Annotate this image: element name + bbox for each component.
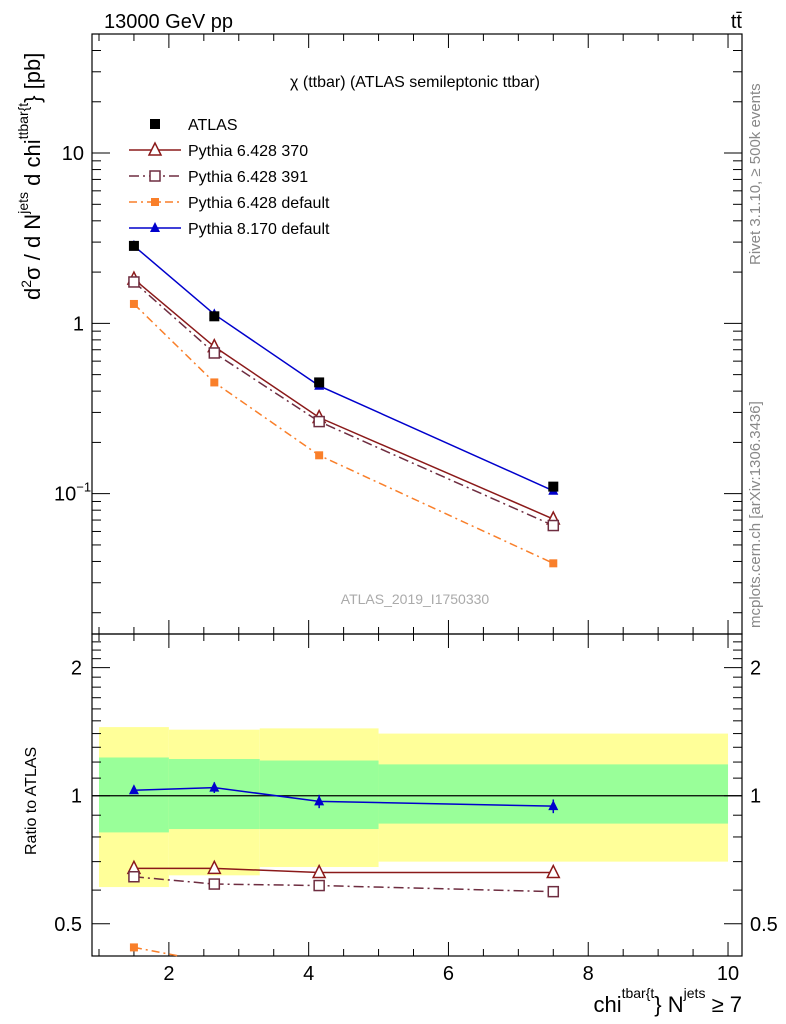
ratio-band-inner: [168, 758, 260, 830]
x-tick-label: 2: [163, 963, 174, 985]
plot-title: χ (ttbar) (ATLAS semileptonic ttbar): [290, 74, 540, 91]
legend: ATLAS Pythia 6.428 370 Pythia 6.428 391 Pyt…: [129, 117, 330, 238]
y-tick-label: 0.5: [54, 914, 82, 936]
y-tick-label: 10: [62, 143, 84, 165]
ratio-point-p8_default: [209, 781, 220, 792]
point-atlas: [128, 240, 139, 251]
legend-label: Pythia 8.170 default: [188, 221, 330, 238]
legend-marker-p6_391: [149, 170, 161, 182]
x-tick-label: 6: [443, 963, 454, 985]
ratio-line-p6_default: [133, 946, 180, 957]
ratio-band-inner: [378, 764, 729, 824]
y-axis-label-top: d2σ / d Njets d chittbar{t} [pb]: [15, 53, 45, 300]
y-tick-label: 2: [71, 658, 82, 680]
point-p6_391: [313, 415, 325, 428]
point-atlas: [548, 481, 559, 492]
series-line-p8_default: [133, 245, 554, 492]
y-tick-label: 1: [73, 313, 84, 335]
y-tick-label: 10−1: [54, 480, 91, 506]
x-tick-label: 8: [583, 963, 594, 985]
header-process: 13000 GeV pp: [104, 11, 233, 33]
ratio-point-p6_default: [129, 943, 138, 952]
y-tick-label: 0.5: [750, 914, 778, 936]
rivet-label: Rivet 3.1.10, ≥ 500k events: [747, 83, 764, 265]
point-p6_391: [208, 347, 221, 359]
point-p6_default: [315, 451, 324, 460]
ratio-panel-frame: [91, 633, 743, 957]
y-axis-label-ratio: Ratio to ATLAS: [23, 747, 40, 855]
point-p6_default: [210, 378, 219, 387]
y-tick-label: 1: [750, 786, 761, 808]
header-channel: tt̄: [731, 11, 743, 33]
y-tick-label: 2: [750, 658, 761, 680]
ratio-point-p6_370: [546, 863, 561, 879]
ratio-band-inner: [259, 760, 379, 830]
x-axis-label: chitbar{t} Njets ≥ 7: [593, 985, 742, 1017]
x-tick-label: 4: [303, 963, 314, 985]
legend-label: Pythia 6.428 default: [188, 195, 330, 212]
ratio-line-p6_370: [133, 867, 554, 874]
ratio-point-p8_default: [548, 800, 559, 811]
ratio-line-p8_default: [133, 786, 554, 807]
ratio-point-p8_default: [314, 795, 325, 806]
ratio-point-p6_370: [311, 863, 327, 879]
ratio-panel: 2 4 6 8 10 0.5 0.5 1 1 2 2: [54, 633, 778, 985]
legend-marker-p6_370: [147, 141, 163, 156]
ratio-band-inner: [98, 757, 169, 833]
point-atlas: [314, 377, 325, 388]
point-p6_391: [547, 519, 560, 532]
ratio-line-p6_391: [133, 875, 554, 893]
legend-marker-atlas: [150, 119, 160, 129]
ratio-point-p6_391: [128, 870, 140, 883]
ratio-point-p6_370: [207, 859, 222, 875]
point-p6_default: [129, 299, 138, 308]
legend-label: Pythia 6.428 370: [188, 143, 308, 160]
legend-marker-p6_default: [151, 198, 159, 206]
point-atlas: [209, 311, 220, 322]
ratio-point-p6_391: [313, 879, 325, 892]
point-p6_default: [549, 559, 558, 568]
series-line-p6_391: [133, 281, 554, 527]
ratio-point-p6_391: [547, 885, 560, 898]
ratio-point-p8_default: [128, 784, 139, 795]
legend-label: ATLAS: [188, 117, 238, 134]
point-p6_391: [128, 276, 140, 288]
series-line-p6_default: [133, 303, 554, 565]
series-line-p6_370: [133, 278, 554, 520]
legend-marker-p8_default: [150, 222, 160, 232]
y-tick-label: 1: [71, 786, 82, 808]
x-tick-label: 10: [717, 963, 739, 985]
mcplots-label: mcplots.cern.ch [arXiv:1306.3436]: [747, 401, 764, 628]
analysis-id: ATLAS_2019_I1750330: [341, 591, 490, 607]
legend-label: Pythia 6.428 391: [188, 169, 308, 186]
ratio-point-p6_391: [208, 878, 221, 890]
